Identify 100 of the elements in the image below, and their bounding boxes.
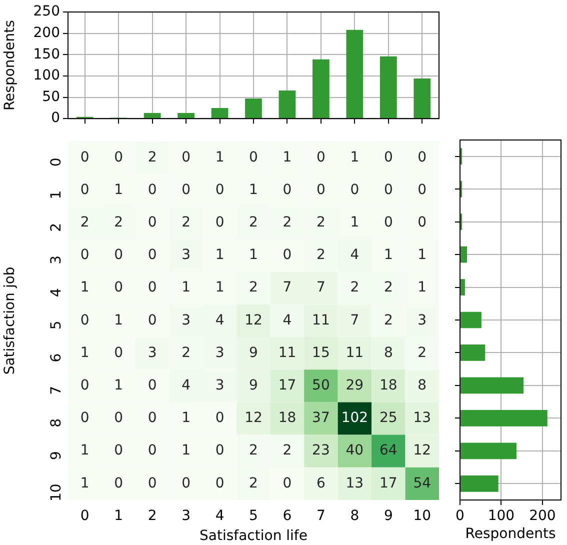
data-label: 2	[282, 214, 292, 231]
data-label: 1	[182, 410, 191, 426]
y-tick-label: 6	[48, 353, 65, 362]
data-label: 2	[316, 214, 326, 231]
data-label: 1	[182, 442, 191, 459]
data-label: 4	[215, 312, 224, 328]
data-label: 6	[316, 475, 326, 492]
y-tick-label: 0	[51, 110, 60, 126]
bar	[460, 475, 498, 492]
y-tick-label: 5	[48, 320, 65, 330]
data-label: 9	[249, 378, 258, 394]
data-label: 8	[384, 344, 393, 361]
data-label: 0	[215, 182, 224, 198]
y-tick-label: 3	[48, 256, 65, 264]
data-label: 0	[148, 182, 157, 198]
data-label: 0	[182, 149, 191, 166]
data-label: 1	[215, 247, 224, 264]
data-label: 1	[182, 280, 191, 296]
data-label: 0	[384, 149, 393, 166]
data-label: 0	[148, 378, 157, 394]
data-label: 1	[114, 378, 124, 394]
data-label: 2	[182, 344, 191, 361]
x-tick-label: 10	[413, 508, 432, 524]
bar	[414, 78, 431, 118]
data-label: 0	[80, 378, 90, 394]
y-tick-label: 4	[48, 288, 65, 298]
data-label: 0	[418, 182, 427, 198]
y-tick-label: 200	[33, 24, 60, 41]
data-label: 0	[148, 410, 157, 426]
x-tick-label: 0	[80, 508, 90, 524]
data-label: 0	[282, 247, 292, 264]
x-tick-label: 200	[529, 508, 556, 524]
x-tick-label: 4	[215, 508, 224, 524]
data-label: 7	[282, 280, 292, 296]
y-tick-label: 2	[48, 222, 65, 232]
data-label: 0	[148, 442, 157, 459]
data-label: 1	[80, 475, 90, 492]
data-label: 0	[215, 475, 224, 492]
data-label: 0	[80, 312, 90, 328]
data-label: 3	[182, 312, 191, 328]
bar	[460, 442, 516, 460]
data-label: 0	[148, 475, 157, 492]
y-axis-title: Respondents	[2, 20, 18, 111]
data-label: 9	[249, 344, 258, 361]
data-label: 3	[215, 344, 224, 361]
data-label: 0	[215, 442, 224, 459]
data-label: 2	[249, 214, 258, 231]
data-label: 0	[114, 442, 124, 459]
data-label: 1	[418, 280, 427, 296]
data-label: 0	[384, 214, 393, 231]
y-tick-label: 7	[48, 386, 65, 395]
data-label: 0	[182, 475, 191, 492]
bar	[178, 113, 194, 118]
data-label: 13	[346, 475, 364, 492]
bar	[211, 108, 228, 118]
data-label: 15	[312, 344, 330, 361]
data-label: 1	[249, 182, 258, 198]
bar	[460, 312, 482, 328]
x-tick-label: 1	[114, 508, 124, 524]
data-label: 0	[80, 410, 90, 426]
data-label: 2	[350, 280, 360, 296]
data-label: 12	[244, 312, 262, 328]
data-label: 0	[249, 149, 258, 166]
data-label: 11	[312, 312, 330, 328]
data-label: 3	[418, 312, 427, 328]
data-label: 7	[316, 280, 326, 296]
data-label: 4	[282, 312, 292, 328]
y-tick-label: 50	[42, 88, 60, 105]
bar	[144, 113, 161, 118]
data-label: 3	[182, 247, 191, 264]
data-label: 0	[182, 182, 191, 198]
data-label: 0	[384, 182, 393, 198]
data-label: 0	[148, 312, 157, 328]
x-tick-label: 0	[456, 508, 464, 524]
x-tick-label: 9	[384, 508, 393, 524]
x-tick-label: 2	[148, 508, 157, 524]
data-label: 0	[114, 149, 124, 166]
data-label: 1	[80, 442, 90, 459]
data-label: 2	[80, 214, 90, 231]
data-label: 12	[413, 442, 432, 459]
x-tick-label: 100	[488, 508, 515, 524]
data-label: 0	[148, 214, 157, 231]
data-label: 1	[282, 149, 292, 166]
data-label: 18	[278, 410, 296, 426]
x-tick-label: 3	[182, 508, 191, 524]
bar	[312, 59, 330, 118]
bar	[380, 56, 397, 118]
data-label: 0	[80, 182, 90, 198]
data-label: 50	[312, 378, 330, 394]
bar	[460, 246, 468, 263]
bar	[460, 279, 465, 296]
data-label: 3	[215, 378, 224, 394]
data-label: 13	[413, 410, 432, 426]
data-label: 1	[114, 182, 124, 198]
data-label: 29	[346, 378, 364, 394]
data-label: 37	[312, 410, 330, 426]
x-axis-title: Respondents	[465, 526, 556, 542]
data-label: 2	[282, 442, 292, 459]
data-label: 0	[114, 475, 124, 492]
y-axis-title: Satisfaction job	[2, 266, 18, 375]
